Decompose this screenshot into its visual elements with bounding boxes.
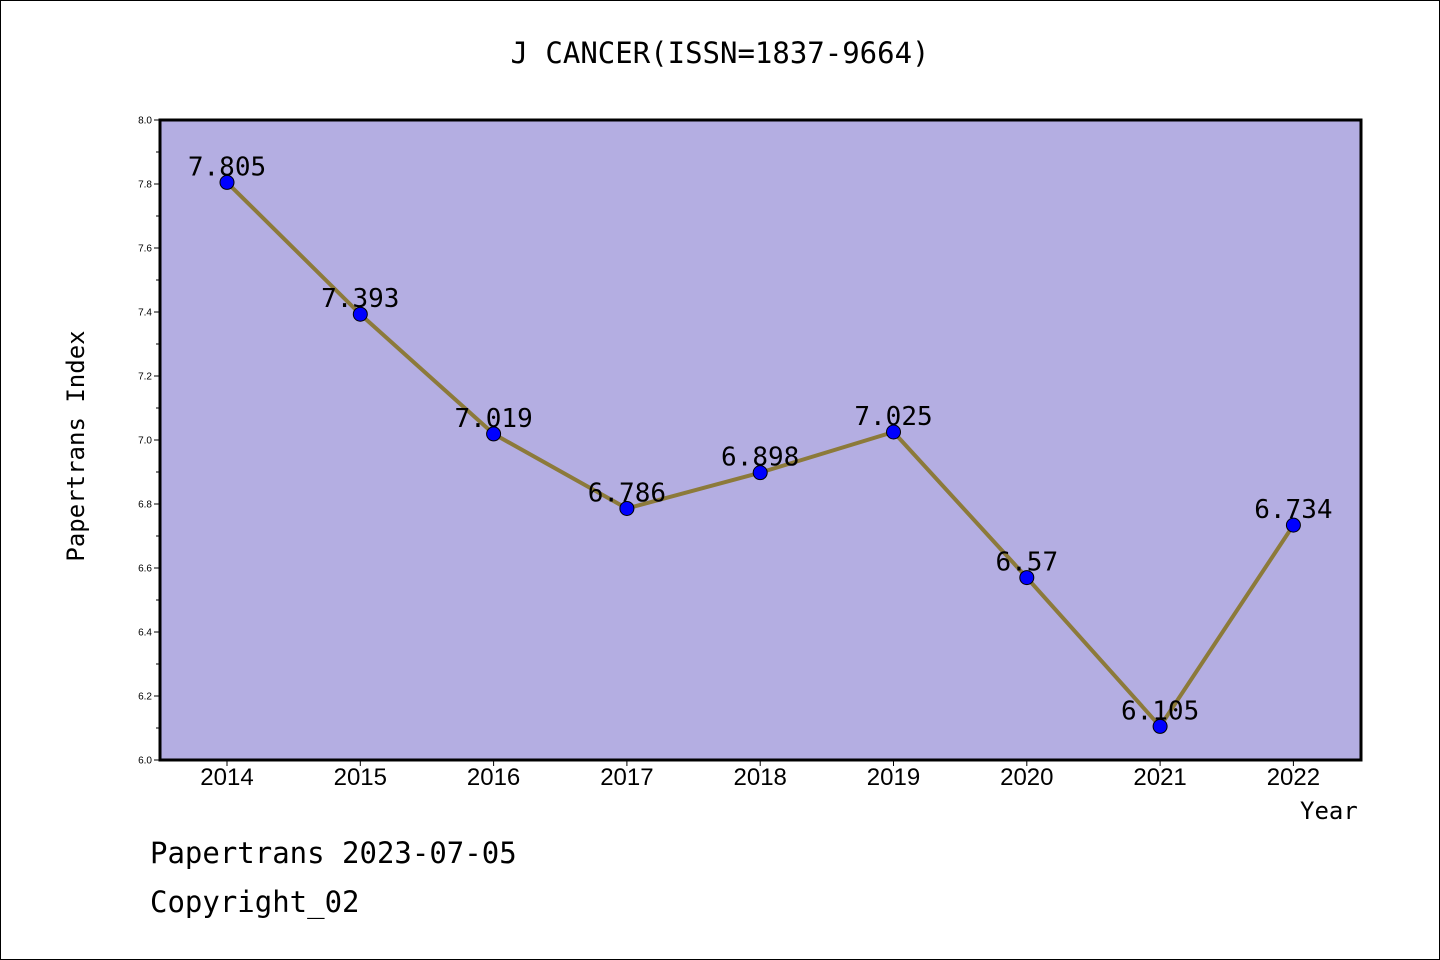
data-label: 6.57 [995,548,1058,578]
x-tick-label: 2019 [867,764,920,791]
y-tick-label: 6.8 [138,500,152,511]
data-label: 7.805 [188,152,266,182]
y-tick-label: 7.8 [138,180,152,191]
data-point [486,426,502,442]
data-point [886,424,901,440]
data-label: 6.898 [721,443,799,473]
y-tick-label: 8.0 [138,116,152,127]
footer-copyright: Copyright_02 [150,885,360,919]
data-point [752,465,768,481]
data-point [1152,718,1168,734]
x-tick-label: 2020 [1000,764,1053,791]
y-tick-label: 6.4 [138,628,152,639]
x-tick-label: 2016 [467,764,520,791]
plot-border [158,118,1363,762]
y-tick-label: 7.2 [138,372,152,383]
data-label: 6.734 [1254,495,1332,525]
chart-title: J CANCER(ISSN=1837-9664) [510,36,930,70]
x-axis-label: Year [1300,797,1358,825]
data-point [352,306,368,322]
x-tick-label: 2017 [600,764,653,791]
data-label: 7.019 [454,404,532,434]
data-label: 7.025 [854,402,932,432]
y-tick-label: 6.6 [138,564,152,575]
data-label: 7.393 [321,284,399,314]
data-point [619,500,635,516]
x-tick-label: 2018 [734,764,787,791]
x-tick-label: 2021 [1133,764,1186,791]
y-tick-label: 6.2 [138,692,152,703]
plot-area [160,120,1361,760]
data-point [219,174,235,190]
y-tick-label: 7.6 [138,244,152,255]
x-tick-label: 2022 [1267,764,1320,791]
footer-date: Papertrans 2023-07-05 [150,836,517,870]
data-point [1285,517,1301,533]
y-tick-label: 7.4 [138,308,152,319]
x-tick-label: 2014 [200,764,253,791]
y-tick-label: 6.0 [138,756,152,767]
y-tick-label: 7.0 [138,436,152,447]
data-label: 6.786 [588,478,666,508]
data-label: 6.105 [1121,696,1199,726]
data-point [1019,570,1035,586]
x-tick-label: 2015 [334,764,387,791]
